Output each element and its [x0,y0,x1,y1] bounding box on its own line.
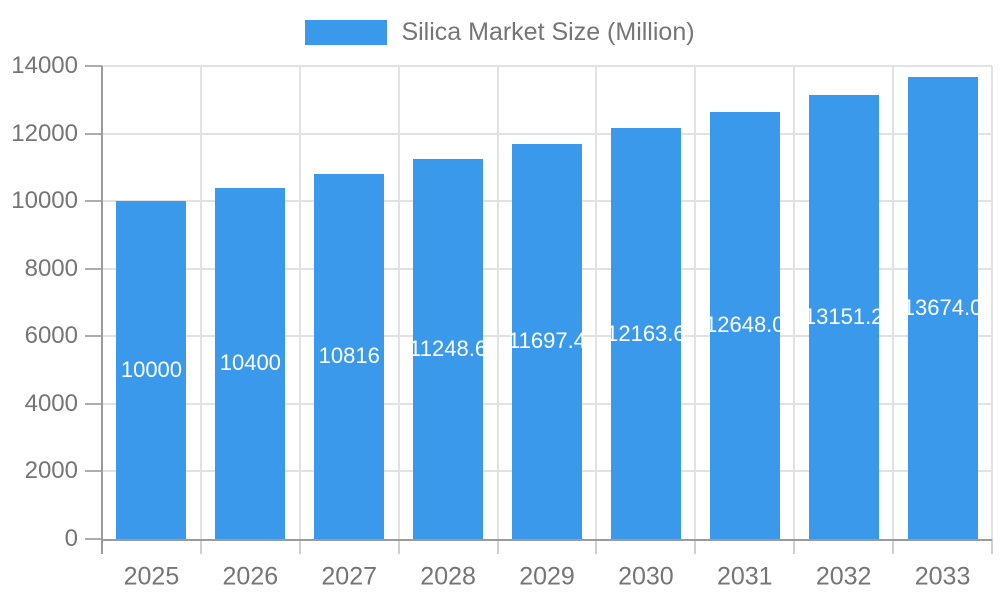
y-axis-tick-label: 10000 [11,187,78,215]
gridline-vertical [496,66,499,539]
x-axis-tick [496,539,499,554]
y-axis-tick-label: 2000 [24,457,78,485]
bar-2025[interactable] [116,201,187,539]
y-axis-tick-label: 6000 [24,322,78,350]
bar-value-label: 13151.2 [803,303,884,329]
legend-item[interactable]: Silica Market Size (Million) [0,17,1000,47]
bar-value-label: 11248.6 [409,335,488,361]
x-axis-tick [892,539,895,554]
y-axis-line [101,66,103,554]
legend-color-swatch [305,19,388,45]
gridline-vertical [298,66,301,539]
gridline-vertical [793,66,796,539]
gridline-vertical [991,66,993,539]
y-axis-tick [85,65,102,67]
bar-2028[interactable] [413,158,484,539]
x-axis-tick-label: 2025 [123,562,180,591]
y-axis-tick [85,470,102,473]
bar-2030[interactable] [610,128,681,539]
y-axis-tick [85,402,102,405]
x-axis-tick [298,539,301,554]
x-axis-tick-label: 2027 [321,562,378,591]
x-axis-tick-label: 2032 [815,562,872,591]
y-axis-tick [85,538,102,540]
bar-value-label: 12163.6 [606,320,686,346]
bar-2027[interactable] [314,173,385,539]
y-axis-tick-label: 12000 [11,119,78,147]
legend-label: Silica Market Size (Million) [401,18,695,46]
y-axis-tick-label: 0 [64,525,78,552]
x-axis-tick [199,539,202,554]
bar-value-label: 10400 [219,350,281,376]
x-axis-tick-label: 2029 [519,562,575,591]
bar-2033[interactable] [907,77,978,539]
gridline-vertical [595,66,598,539]
bar-2026[interactable] [215,187,286,539]
bar-2031[interactable] [709,111,780,539]
y-axis-tick [85,132,102,135]
y-axis-tick-label: 4000 [24,389,78,417]
y-axis-tick [85,267,102,270]
gridline-vertical [892,66,895,539]
x-axis-tick-label: 2026 [222,562,279,591]
bar-2029[interactable] [512,143,582,539]
gridline-vertical [397,66,400,539]
y-axis-tick [85,335,102,338]
bar-value-label: 13674.0 [902,295,983,320]
bar-value-label: 10000 [120,357,183,383]
bar-value-label: 11697.4 [508,328,586,354]
x-axis-tick-label: 2028 [420,562,476,591]
x-axis-line [102,539,992,541]
x-axis-tick [991,539,993,554]
y-axis-tick-label: 8000 [24,254,78,282]
y-axis-tick-label: 14000 [11,52,78,79]
gridline-horizontal [102,132,992,135]
x-axis-tick [595,539,598,554]
gridline-vertical [694,66,697,539]
x-axis-tick [793,539,796,554]
y-axis-tick [85,200,102,203]
bar-2032[interactable] [808,94,879,539]
x-axis-tick-label: 2030 [618,562,674,591]
x-axis-tick [694,539,697,554]
bar-value-label: 12648.0 [705,312,785,338]
x-axis-tick [397,539,400,554]
bar-value-label: 10816 [318,343,380,369]
gridline-vertical [199,66,202,539]
gridline-horizontal [102,65,992,67]
x-axis-tick-label: 2033 [914,562,971,591]
x-axis-tick-label: 2031 [716,562,773,591]
